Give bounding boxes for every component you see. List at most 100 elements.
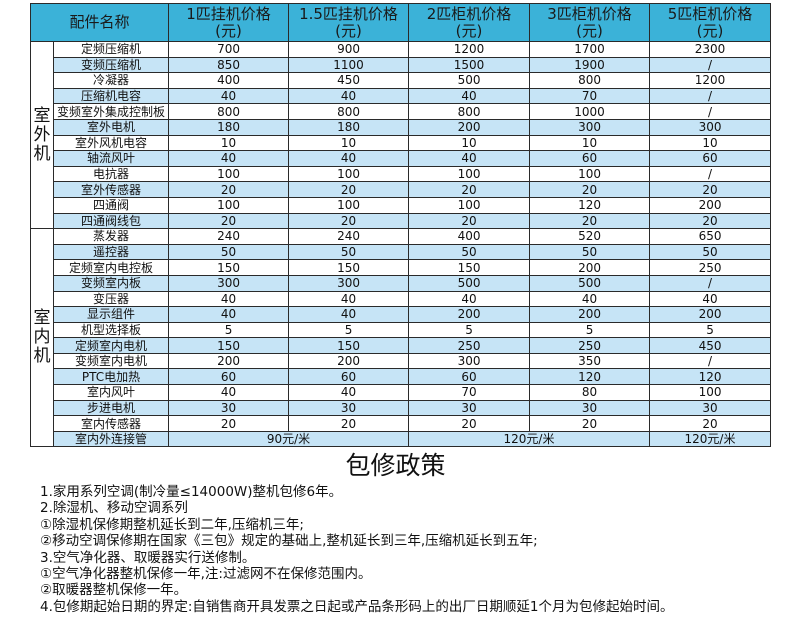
part-name: 四通阀线包 bbox=[52, 212, 170, 230]
price-cell: 20 bbox=[168, 181, 290, 198]
price-cell: 90元/米 bbox=[168, 430, 410, 448]
part-name: 定频室内电机 bbox=[52, 337, 170, 354]
price-cell: 60 bbox=[408, 368, 531, 386]
price-cell: 40 bbox=[529, 290, 651, 308]
table-row: 室外机 定频压缩机 700 900 1200 1700 2300 bbox=[30, 40, 772, 230]
part-name: PTC电加热 bbox=[52, 368, 170, 386]
price-cell: 200 bbox=[168, 352, 290, 370]
price-cell: 40 bbox=[408, 87, 531, 105]
price-cell: 5 bbox=[649, 321, 772, 339]
price-cell: / bbox=[649, 274, 772, 292]
price-cell: 10 bbox=[288, 134, 410, 152]
price-cell: 1000 bbox=[529, 103, 651, 120]
price-cell: 60 bbox=[168, 368, 290, 386]
table-row: 显示组件 40 40 200 200 200 bbox=[31, 306, 772, 323]
part-name: 室外风机电容 bbox=[52, 134, 170, 152]
price-cell: 60 bbox=[288, 368, 410, 386]
policy-line: 1.家用系列空调(制冷量≤14000W)整机包修6年。 bbox=[40, 484, 343, 500]
part-name: 变频室内板 bbox=[52, 274, 170, 292]
price-cell: 20 bbox=[529, 181, 651, 198]
price-cell: 1500 bbox=[408, 56, 531, 74]
price-cell: 20 bbox=[288, 212, 410, 230]
price-cell: 1200 bbox=[649, 72, 772, 89]
price-cell: 10 bbox=[408, 134, 531, 152]
price-cell: 40 bbox=[168, 384, 290, 401]
price-cell: 120元/米 bbox=[408, 430, 651, 448]
price-cell: 30 bbox=[529, 399, 651, 417]
policy-line: 4.包修期起始日期的界定:自销售商开具发票之日起或产品条形码上的出厂日期顺延1个… bbox=[40, 598, 674, 615]
part-name: 电抗器 bbox=[52, 165, 170, 183]
price-cell: 30 bbox=[288, 399, 410, 417]
table-row: 室外电机 180 180 200 300 300 bbox=[31, 118, 772, 136]
price-cell: 2300 bbox=[649, 41, 772, 58]
price-cell: 150 bbox=[168, 259, 290, 276]
price-cell: 120 bbox=[529, 196, 651, 214]
price-cell: 50 bbox=[649, 243, 772, 261]
table-row: 室外传感器 20 20 20 20 20 bbox=[31, 181, 772, 198]
part-name: 显示组件 bbox=[52, 306, 170, 323]
table-row: 步进电机 30 30 30 30 30 bbox=[31, 399, 772, 417]
price-cell: 10 bbox=[168, 134, 290, 152]
table-header-row: 配件名称 1匹挂机价格 (元) 1.5匹挂机价格 (元) 2匹柜机价格 (元) … bbox=[29, 3, 772, 42]
table-row: 定频室内电控板 150 150 150 200 250 bbox=[31, 259, 772, 276]
price-cell: 150 bbox=[168, 337, 290, 354]
price-cell: 20 bbox=[529, 415, 651, 432]
price-cell: 5 bbox=[168, 321, 290, 339]
part-name: 压缩机电容 bbox=[52, 87, 170, 105]
price-cell: 40 bbox=[408, 150, 531, 167]
price-cell: / bbox=[649, 165, 772, 183]
part-name: 室外传感器 bbox=[52, 181, 170, 198]
table-row: 压缩机电容 40 40 40 70/ bbox=[31, 87, 772, 105]
price-cell: / bbox=[649, 87, 772, 105]
part-name: 室外电机 bbox=[52, 118, 170, 136]
price-cell: 20 bbox=[288, 415, 410, 432]
price-cell: 1900 bbox=[529, 56, 651, 74]
policy-line: 2.除湿机、移动空调系列 bbox=[40, 500, 188, 517]
price-cell: 50 bbox=[408, 243, 531, 261]
price-cell: 300 bbox=[168, 274, 290, 292]
price-cell: 10 bbox=[649, 134, 772, 152]
price-cell: 60 bbox=[649, 150, 772, 167]
price-cell: 500 bbox=[529, 274, 651, 292]
table-row: 室内传感器 20 20 20 20 20 bbox=[31, 415, 772, 432]
price-cell: 100 bbox=[408, 165, 531, 183]
price-cell: 400 bbox=[408, 228, 531, 245]
policy-line: ①空气净化器整机保修一年,注:过滤网不在保修范围内。 bbox=[40, 566, 372, 583]
price-cell: 200 bbox=[649, 306, 772, 323]
header-5hp-cabinet: 5匹柜机价格 (元) bbox=[649, 3, 772, 42]
price-cell: 20 bbox=[649, 212, 772, 230]
price-cell: 520 bbox=[529, 228, 651, 245]
table-row: 冷凝器 400 450 500 800 1200 bbox=[31, 72, 772, 89]
price-cell: 500 bbox=[408, 274, 531, 292]
price-cell: 20 bbox=[408, 415, 531, 432]
price-cell: 250 bbox=[649, 259, 772, 276]
part-name: 室内传感器 bbox=[52, 415, 170, 432]
price-cell: 1100 bbox=[288, 56, 410, 74]
group-label: 室外机 bbox=[30, 40, 54, 230]
price-cell: 80 bbox=[529, 384, 651, 401]
price-cell: 40 bbox=[168, 150, 290, 167]
part-name: 轴流风叶 bbox=[52, 150, 170, 167]
price-cell: 100 bbox=[408, 196, 531, 214]
price-cell: 100 bbox=[168, 165, 290, 183]
price-cell: 40 bbox=[288, 87, 410, 105]
price-cell: / bbox=[649, 56, 772, 74]
price-cell: 120元/米 bbox=[649, 430, 772, 448]
price-cell: 40 bbox=[408, 290, 531, 308]
price-cell: 60 bbox=[529, 150, 651, 167]
price-cell: 200 bbox=[408, 118, 531, 136]
price-cell: 40 bbox=[649, 290, 772, 308]
price-cell: 100 bbox=[168, 196, 290, 214]
price-cell: 50 bbox=[529, 243, 651, 261]
price-cell: 800 bbox=[168, 103, 290, 120]
table-row: 四通阀线包 20 20 20 20 20 bbox=[31, 212, 772, 230]
price-cell: 450 bbox=[649, 337, 772, 354]
price-cell: 100 bbox=[288, 196, 410, 214]
price-cell: 50 bbox=[288, 243, 410, 261]
policy-line: ②取暖器整机保修一年。 bbox=[40, 582, 188, 599]
price-cell: 450 bbox=[288, 72, 410, 89]
table-row: 变频压缩机 850 1100 1500 1900/ bbox=[31, 56, 772, 74]
price-cell: 20 bbox=[408, 181, 531, 198]
part-name: 室内风叶 bbox=[52, 384, 170, 401]
price-cell: 20 bbox=[168, 212, 290, 230]
